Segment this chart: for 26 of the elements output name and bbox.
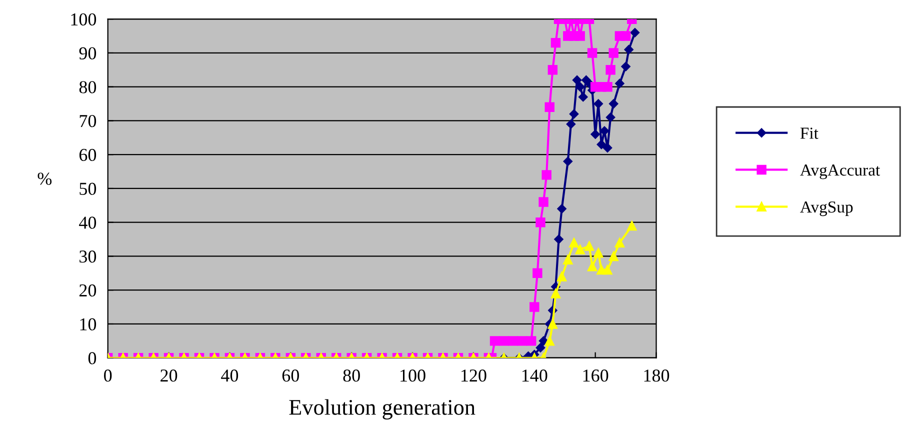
legend-label: Fit [800,128,818,139]
x-tick-label: 80 [343,369,360,382]
x-tick-label: 160 [583,369,608,382]
y-tick-label: 100 [71,13,96,26]
legend-label: AvgAccurat [800,164,880,180]
y-tick-label: 0 [88,352,96,364]
x-tick-label: 60 [282,369,299,382]
y-tick-label: 30 [80,250,96,263]
x-tick-label: 40 [221,369,238,382]
legend-label: AvgSup [800,201,853,216]
y-tick-label: 10 [80,318,96,330]
y-tick-label: 90 [79,47,96,60]
y-tick-label: 40 [79,216,96,229]
y-tick-label: 60 [79,148,96,162]
y-tick-label: 50 [80,182,96,195]
x-tick-label: 180 [644,369,670,382]
y-tick-label: 80 [79,81,96,94]
y-tick-label: 20 [79,284,96,297]
y-tick-label: 70 [80,114,96,128]
x-axis-title: Evolution generation [289,399,476,420]
x-tick-label: 0 [104,369,112,382]
x-tick-label: 120 [462,369,486,382]
x-tick-label: 100 [400,369,426,382]
y-axis-title: % [38,172,52,185]
x-tick-label: 20 [160,369,178,382]
x-tick-label: 140 [522,369,548,382]
